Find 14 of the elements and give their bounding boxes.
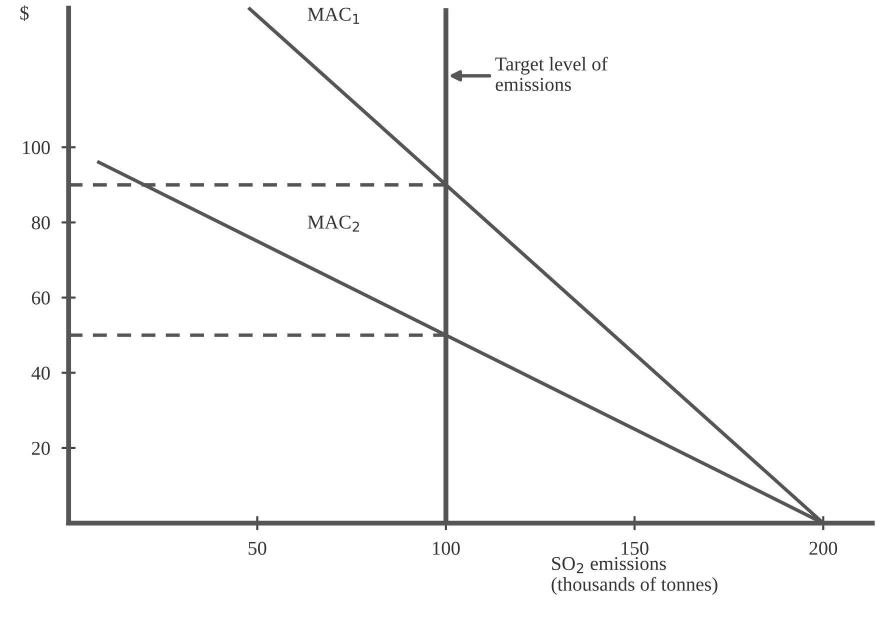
y-tick-label: 20 (32, 442, 50, 455)
y-axis-title: $ (20, 5, 29, 21)
x-axis-title: SO$_{2}$ emissions (thousands of tonnes) (552, 557, 718, 595)
y-tick-label: 100 (23, 141, 50, 154)
x-tick-label: 200 (810, 542, 838, 555)
x-tick-label: 50 (248, 542, 266, 555)
series-label: MAC$_{1}$ (308, 8, 360, 24)
series-label: MAC$_{2}$ (308, 216, 360, 232)
y-tick-label: 80 (32, 216, 50, 230)
annotation: Target level of emissions (495, 56, 608, 91)
x-tick-label: 150 (622, 542, 648, 555)
y-tick-label: 40 (31, 366, 50, 380)
y-tick-label: 60 (32, 291, 50, 305)
x-tick-label: 100 (433, 542, 460, 555)
